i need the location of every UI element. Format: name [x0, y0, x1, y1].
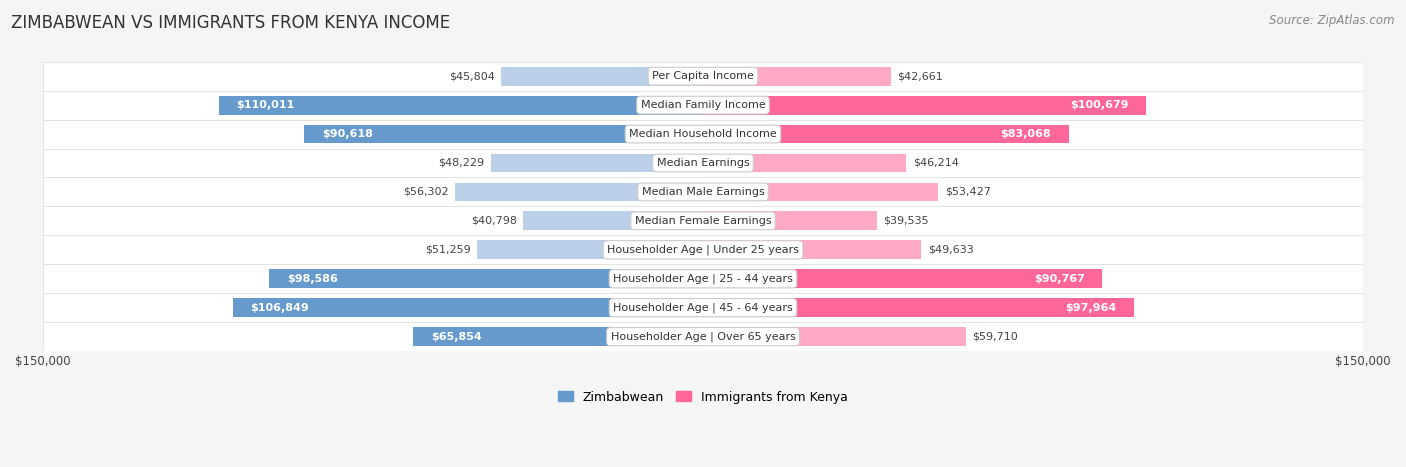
- Text: $98,586: $98,586: [287, 274, 337, 284]
- Text: Householder Age | Under 25 years: Householder Age | Under 25 years: [607, 245, 799, 255]
- Text: $97,964: $97,964: [1066, 303, 1116, 313]
- Bar: [269, 269, 703, 288]
- Text: $45,804: $45,804: [449, 71, 495, 81]
- Text: Median Household Income: Median Household Income: [628, 129, 778, 139]
- Bar: [703, 241, 921, 259]
- Bar: [304, 125, 703, 143]
- Text: $42,661: $42,661: [897, 71, 943, 81]
- Bar: [703, 96, 1146, 114]
- Text: ZIMBABWEAN VS IMMIGRANTS FROM KENYA INCOME: ZIMBABWEAN VS IMMIGRANTS FROM KENYA INCO…: [11, 14, 450, 32]
- Text: Median Earnings: Median Earnings: [657, 158, 749, 168]
- Bar: [491, 154, 703, 172]
- Text: Median Female Earnings: Median Female Earnings: [634, 216, 772, 226]
- FancyBboxPatch shape: [42, 120, 1364, 149]
- FancyBboxPatch shape: [42, 177, 1364, 206]
- Text: Householder Age | 25 - 44 years: Householder Age | 25 - 44 years: [613, 274, 793, 284]
- Text: $83,068: $83,068: [1001, 129, 1052, 139]
- FancyBboxPatch shape: [42, 264, 1364, 293]
- Bar: [703, 67, 891, 85]
- Text: Householder Age | 45 - 64 years: Householder Age | 45 - 64 years: [613, 303, 793, 313]
- Bar: [703, 327, 966, 346]
- Legend: Zimbabwean, Immigrants from Kenya: Zimbabwean, Immigrants from Kenya: [553, 386, 853, 409]
- Bar: [703, 183, 938, 201]
- Text: $65,854: $65,854: [430, 332, 481, 342]
- Text: $40,798: $40,798: [471, 216, 517, 226]
- FancyBboxPatch shape: [42, 235, 1364, 264]
- Text: $90,618: $90,618: [322, 129, 373, 139]
- Bar: [523, 212, 703, 230]
- Bar: [703, 269, 1102, 288]
- Text: $59,710: $59,710: [973, 332, 1018, 342]
- Text: $49,633: $49,633: [928, 245, 974, 255]
- Bar: [703, 298, 1135, 317]
- Text: $46,214: $46,214: [912, 158, 959, 168]
- Text: $53,427: $53,427: [945, 187, 991, 197]
- Bar: [703, 212, 877, 230]
- Bar: [703, 154, 907, 172]
- Text: $56,302: $56,302: [404, 187, 449, 197]
- Text: $100,679: $100,679: [1070, 100, 1129, 110]
- Text: Source: ZipAtlas.com: Source: ZipAtlas.com: [1270, 14, 1395, 27]
- Bar: [502, 67, 703, 85]
- Text: $39,535: $39,535: [883, 216, 929, 226]
- Bar: [456, 183, 703, 201]
- Bar: [219, 96, 703, 114]
- FancyBboxPatch shape: [42, 62, 1364, 91]
- FancyBboxPatch shape: [42, 149, 1364, 177]
- Text: $90,767: $90,767: [1033, 274, 1085, 284]
- Text: $48,229: $48,229: [439, 158, 484, 168]
- FancyBboxPatch shape: [42, 293, 1364, 322]
- Text: $51,259: $51,259: [425, 245, 471, 255]
- Bar: [413, 327, 703, 346]
- Bar: [478, 241, 703, 259]
- Text: Median Male Earnings: Median Male Earnings: [641, 187, 765, 197]
- Text: Householder Age | Over 65 years: Householder Age | Over 65 years: [610, 332, 796, 342]
- Bar: [233, 298, 703, 317]
- Text: Median Family Income: Median Family Income: [641, 100, 765, 110]
- FancyBboxPatch shape: [42, 91, 1364, 120]
- Text: Per Capita Income: Per Capita Income: [652, 71, 754, 81]
- FancyBboxPatch shape: [42, 206, 1364, 235]
- FancyBboxPatch shape: [42, 322, 1364, 351]
- Bar: [703, 125, 1069, 143]
- Text: $106,849: $106,849: [250, 303, 309, 313]
- Text: $110,011: $110,011: [236, 100, 295, 110]
